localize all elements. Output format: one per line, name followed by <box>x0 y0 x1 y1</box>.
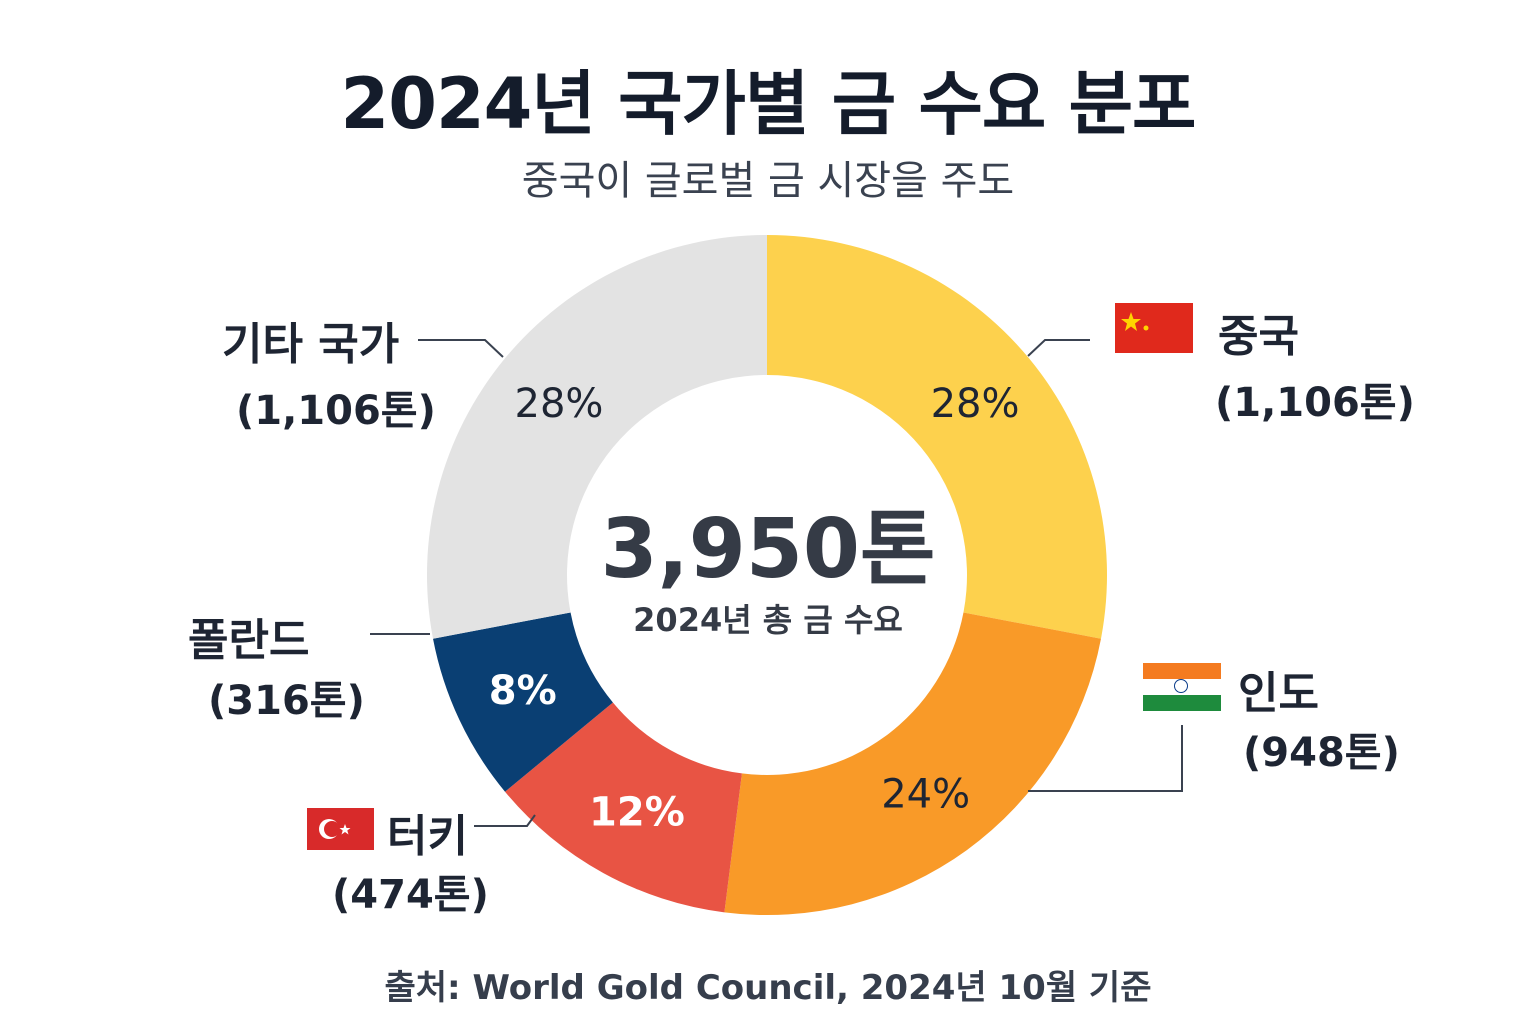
value-poland: (316톤) <box>208 678 365 724</box>
slice-4 <box>427 235 767 639</box>
percent-label-3: 8% <box>489 668 557 714</box>
source-note: 출처: World Gold Council, 2024년 10월 기준 <box>384 968 1152 1008</box>
value-china: (1,106톤) <box>1215 380 1415 426</box>
chart-subtitle: 중국이 글로벌 금 시장을 주도 <box>521 158 1015 204</box>
turkey-flag <box>307 808 374 850</box>
percent-label-4: 28% <box>515 381 604 427</box>
india-flag <box>1143 663 1221 711</box>
label-others: 기타 국가 <box>222 319 400 370</box>
percent-label-1: 24% <box>881 771 970 817</box>
slice-2 <box>505 702 742 913</box>
value-india: (948톤) <box>1243 730 1400 776</box>
percent-label-0: 28% <box>931 381 1020 427</box>
label-poland: 폴란드 <box>188 615 310 666</box>
center-label: 2024년 총 금 수요 <box>633 601 903 639</box>
leader-line-others <box>418 339 504 358</box>
leader-line-turkey <box>474 814 536 827</box>
chart-title: 2024년 국가별 금 수요 분포 <box>340 63 1197 145</box>
slice-1 <box>724 612 1101 915</box>
percent-label-2: 12% <box>589 790 685 836</box>
center-total: 3,950톤 <box>600 502 936 597</box>
label-turkey: 터키 <box>387 811 468 862</box>
leader-line-china <box>1027 339 1090 357</box>
leader-line-india <box>1028 725 1183 792</box>
value-others: (1,106톤) <box>236 388 436 434</box>
slice-3 <box>433 612 613 792</box>
china-flag <box>1115 303 1193 353</box>
slice-0 <box>767 235 1107 639</box>
value-turkey: (474톤) <box>332 872 489 918</box>
label-india: 인도 <box>1238 668 1319 719</box>
label-china: 중국 <box>1218 311 1299 362</box>
